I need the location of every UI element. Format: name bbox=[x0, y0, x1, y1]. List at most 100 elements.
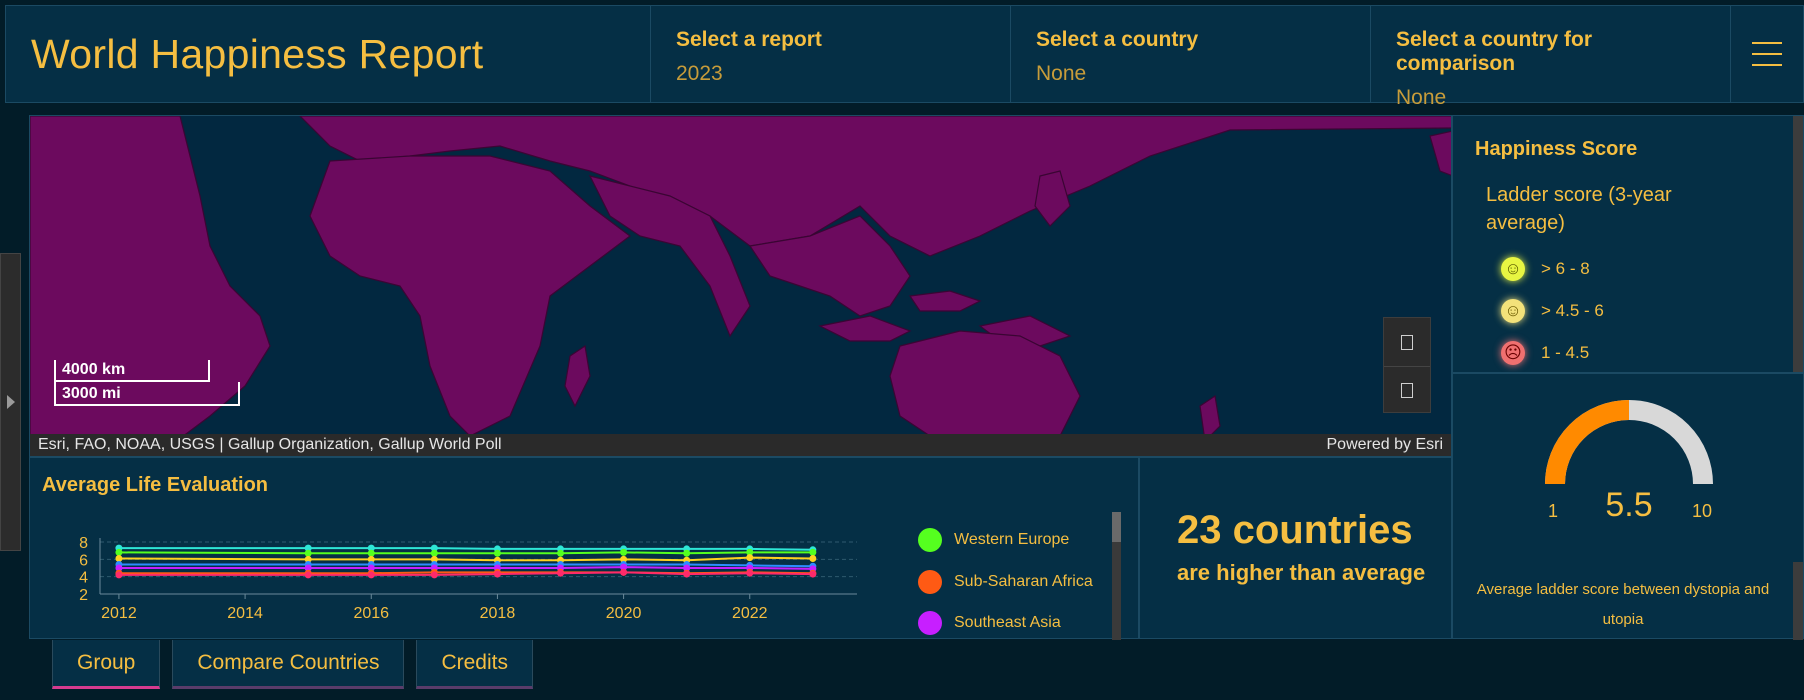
series-point bbox=[430, 571, 438, 579]
legend-label: Western Europe bbox=[954, 531, 1070, 548]
gauge-description: Average ladder score between dystopia an… bbox=[1476, 581, 1770, 628]
series-point bbox=[683, 570, 691, 578]
x-tick-label: 2014 bbox=[227, 605, 263, 622]
series-point bbox=[493, 570, 501, 578]
series-line bbox=[118, 566, 813, 570]
series-point bbox=[367, 549, 375, 557]
scale-km-label: 4000 km bbox=[54, 360, 210, 382]
series-line bbox=[118, 547, 813, 551]
series-point bbox=[304, 564, 312, 572]
y-tick-label: 4 bbox=[79, 570, 88, 587]
legend-panel: Happiness Score Ladder score (3-year ave… bbox=[1452, 115, 1804, 373]
powered-by-link[interactable]: Powered by Esri bbox=[1326, 436, 1444, 453]
x-tick-label: 2016 bbox=[353, 605, 389, 622]
caret-right-icon bbox=[6, 395, 15, 409]
chart-legend-item[interactable]: Southeast Asia bbox=[918, 611, 1061, 635]
x-tick-label: 2020 bbox=[606, 605, 642, 622]
legend-item-label: > 4.5 - 6 bbox=[1541, 301, 1604, 320]
stat-panel: 23 countries are higher than average bbox=[1139, 457, 1452, 639]
y-tick-label: 8 bbox=[79, 535, 88, 552]
tab-compare-countries[interactable]: Compare Countries bbox=[172, 640, 405, 689]
report-selector-label: Select a report bbox=[676, 28, 822, 51]
legend-scrollbar[interactable] bbox=[1793, 116, 1803, 372]
series-line bbox=[118, 556, 813, 562]
country-selector-label: Select a country bbox=[1036, 28, 1199, 51]
app-title: World Happiness Report bbox=[31, 30, 484, 77]
legend-subtitle: Ladder score (3-year average) bbox=[1486, 184, 1672, 234]
menu-button[interactable] bbox=[1730, 6, 1803, 102]
ladder-gauge: 1 10 5.5 bbox=[1545, 400, 1713, 524]
zoom-in-icon bbox=[1401, 334, 1413, 350]
legend-item: ☺ > 6 - 8 bbox=[1501, 257, 1781, 281]
chart-legend-scrollbar[interactable] bbox=[1112, 512, 1121, 640]
series-point bbox=[115, 571, 123, 579]
zoom-out-button[interactable] bbox=[1384, 366, 1430, 414]
series-point bbox=[430, 549, 438, 557]
legend-title: Happiness Score bbox=[1475, 138, 1638, 160]
series-point bbox=[683, 549, 691, 557]
series-point bbox=[304, 544, 312, 552]
legend-swatch bbox=[918, 611, 942, 635]
series-point bbox=[809, 548, 817, 556]
zoom-out-icon bbox=[1401, 383, 1413, 398]
series-point bbox=[809, 570, 817, 578]
series-point bbox=[557, 549, 565, 557]
series-point bbox=[557, 569, 565, 577]
legend-item: ☹ 1 - 4.5 bbox=[1501, 341, 1781, 365]
legend-item-label: 1 - 4.5 bbox=[1541, 343, 1590, 362]
y-tick-label: 2 bbox=[79, 587, 88, 604]
gauge-value: 5.5 bbox=[1605, 486, 1652, 524]
series-point bbox=[620, 568, 628, 576]
comparison-country-selector[interactable]: Select a country for comparison None bbox=[1370, 6, 1730, 109]
gauge-fill bbox=[1545, 400, 1630, 485]
map-zoom-controls bbox=[1383, 317, 1431, 413]
average-life-evaluation-panel: Average Life Evaluation 8 6 4 2 2012 2014 2016… bbox=[29, 457, 1140, 640]
chart-legend-item[interactable]: Western Europe bbox=[918, 528, 1069, 552]
attribution-text[interactable]: Esri, FAO, NOAA, USGS | Gallup Organizat… bbox=[38, 436, 502, 453]
expand-panel-button[interactable] bbox=[0, 253, 21, 551]
app-header: World Happiness Report Select a report 2… bbox=[5, 5, 1804, 109]
scrollbar-thumb[interactable] bbox=[1112, 512, 1121, 542]
gauge-scrollbar[interactable] bbox=[1793, 562, 1803, 640]
series-point bbox=[115, 548, 123, 556]
series-point bbox=[620, 555, 628, 563]
x-tick-label: 2012 bbox=[101, 605, 137, 622]
comparison-country-selector-value: None bbox=[1396, 86, 1447, 109]
chart-legend-item[interactable]: Sub-Saharan Africa bbox=[918, 570, 1093, 594]
legend-item: ☺ > 4.5 - 6 bbox=[1501, 299, 1781, 323]
comparison-country-selector-label: Select a country for comparison bbox=[1396, 28, 1593, 75]
zoom-in-button[interactable] bbox=[1384, 318, 1430, 366]
series-point bbox=[493, 549, 501, 557]
country-selector[interactable]: Select a country None bbox=[1010, 6, 1370, 102]
gauge-min-label: 1 bbox=[1548, 501, 1558, 521]
series-point bbox=[304, 549, 312, 557]
tab-group[interactable]: Group bbox=[52, 640, 161, 689]
series-point bbox=[367, 544, 375, 552]
sad-face-icon: ☹ bbox=[1501, 341, 1525, 365]
series-point bbox=[683, 564, 691, 572]
chart-title: Average Life Evaluation bbox=[42, 474, 268, 496]
series-point bbox=[115, 564, 123, 572]
bottom-tabs: Group Compare Countries Credits bbox=[52, 640, 545, 689]
tab-credits[interactable]: Credits bbox=[416, 640, 533, 689]
map-attribution: Esri, FAO, NOAA, USGS | Gallup Organizat… bbox=[30, 434, 1451, 456]
stat-subtext: are higher than average bbox=[1177, 560, 1426, 585]
map-canvas bbox=[30, 116, 1451, 456]
happy-face-icon: ☺ bbox=[1501, 257, 1525, 281]
series-point bbox=[746, 548, 754, 556]
neutral-face-icon: ☺ bbox=[1501, 299, 1525, 323]
map-scale-bar: 4000 km 3000 mi bbox=[54, 360, 240, 408]
series-line bbox=[118, 563, 813, 568]
y-tick-label: 6 bbox=[79, 552, 88, 569]
gauge-max-label: 10 bbox=[1692, 501, 1712, 521]
legend-label: Sub-Saharan Africa bbox=[954, 573, 1093, 590]
x-tick-label: 2022 bbox=[732, 605, 768, 622]
legend-swatch bbox=[918, 528, 942, 552]
series-line bbox=[118, 551, 813, 555]
series-point bbox=[809, 554, 817, 562]
x-tick-label: 2018 bbox=[480, 605, 516, 622]
world-map[interactable]: 4000 km 3000 mi Esri, FAO, NOAA, USGS | … bbox=[29, 115, 1452, 457]
series-point bbox=[620, 563, 628, 571]
report-selector[interactable]: Select a report 2023 bbox=[650, 6, 1010, 102]
